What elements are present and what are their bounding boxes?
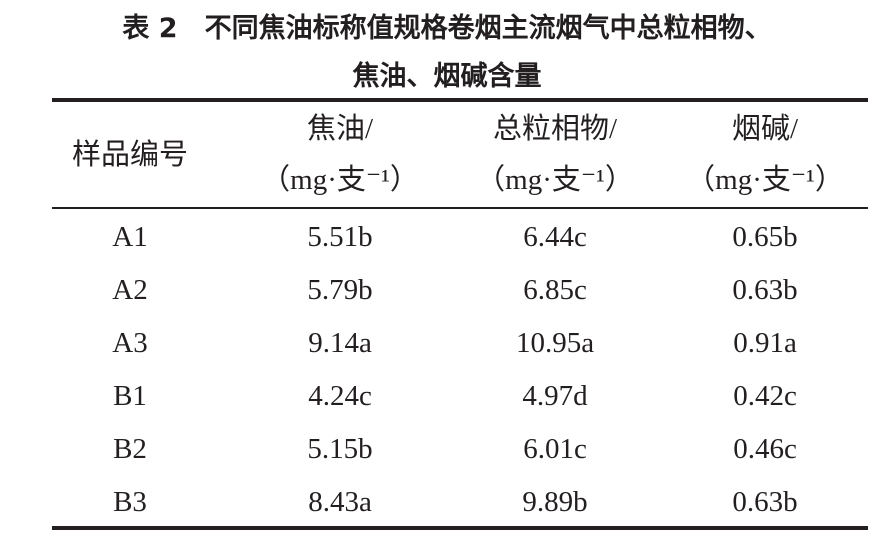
row-label: A3: [112, 327, 148, 359]
row-label: B3: [113, 486, 147, 518]
header-name: 烟碱/: [731, 113, 799, 145]
row-label: B2: [113, 433, 147, 465]
header-rule: [52, 207, 868, 209]
table-cell: 4.97d: [522, 380, 588, 412]
table-cell: 5.15b: [307, 433, 373, 465]
header-unit: （mg·支⁻¹）: [476, 164, 634, 196]
header-name: 焦油/: [306, 113, 374, 145]
table-cell: 5.79b: [307, 274, 373, 306]
header-name: 总粒相物/: [492, 113, 618, 145]
table-cell: 9.14a: [308, 327, 372, 359]
table-cell: 0.91a: [733, 327, 797, 359]
row-label: A1: [112, 221, 148, 253]
table-cell: 9.89b: [522, 486, 588, 518]
table-cell: 8.43a: [308, 486, 372, 518]
row-label: A2: [112, 274, 148, 306]
table-cell: 0.42c: [733, 380, 797, 412]
title-line: 焦油、烟碱含量: [352, 61, 542, 92]
bottom-rule: [52, 526, 868, 530]
header-unit: （mg·支⁻¹）: [686, 164, 844, 196]
table-cell: 0.46c: [733, 433, 797, 465]
table-cell: 6.85c: [523, 274, 587, 306]
table-cell: 6.44c: [523, 221, 587, 253]
title-line: 表 2 不同焦油标称值规格卷烟主流烟气中总粒相物、: [122, 13, 772, 44]
table-cell: 0.63b: [732, 274, 798, 306]
table-cell: 10.95a: [515, 327, 595, 359]
header-cell: 样品编号: [71, 139, 188, 171]
table-cell: 0.63b: [732, 486, 798, 518]
row-label: B1: [113, 380, 147, 412]
table-cell: 0.65b: [732, 221, 798, 253]
top-rule: [52, 98, 868, 102]
table-cell: 4.24c: [308, 380, 372, 412]
header-unit: （mg·支⁻¹）: [261, 164, 419, 196]
table-cell: 5.51b: [307, 221, 373, 253]
table-cell: 6.01c: [523, 433, 587, 465]
